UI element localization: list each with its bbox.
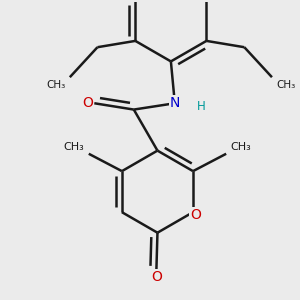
- Text: CH₃: CH₃: [276, 80, 296, 91]
- Text: CH₃: CH₃: [231, 142, 251, 152]
- Text: O: O: [190, 208, 201, 223]
- Text: CH₃: CH₃: [64, 142, 84, 152]
- Text: N: N: [169, 96, 180, 110]
- Text: O: O: [151, 270, 162, 284]
- Text: CH₃: CH₃: [46, 80, 65, 91]
- Text: O: O: [82, 96, 93, 110]
- Text: H: H: [197, 100, 206, 113]
